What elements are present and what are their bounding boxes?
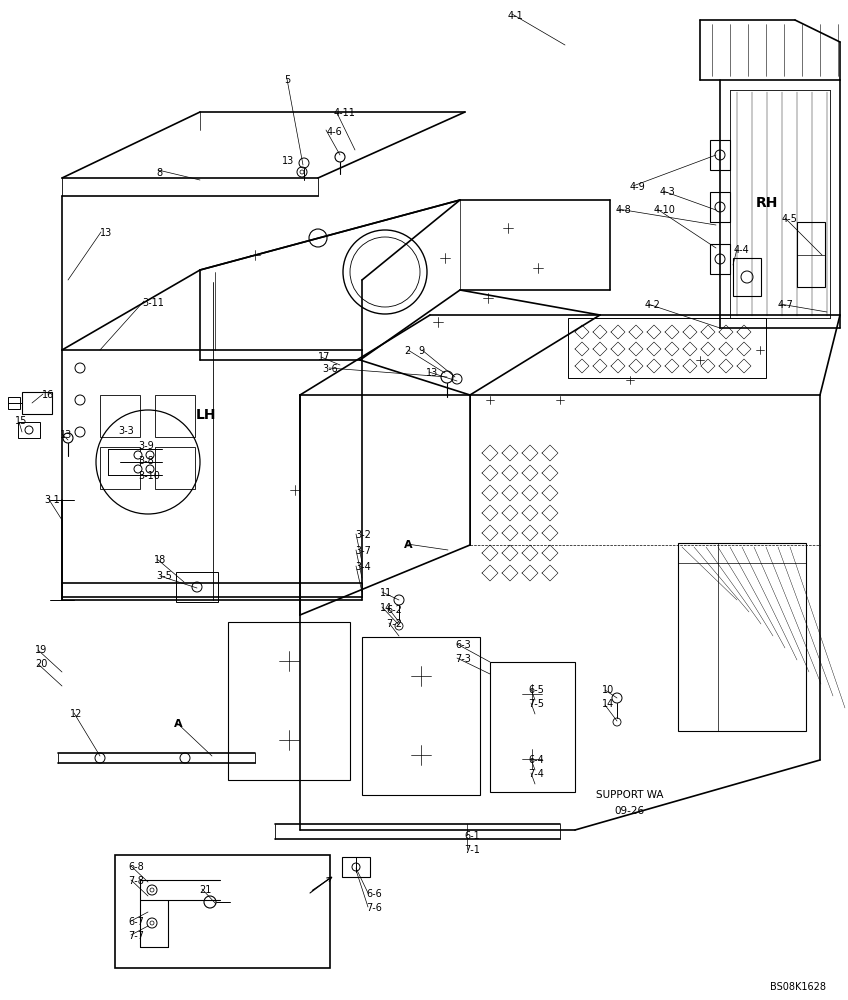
Text: 4-3: 4-3: [660, 187, 676, 197]
Bar: [155, 395, 195, 437]
Bar: [18, 422, 40, 438]
Text: 3-3: 3-3: [118, 426, 134, 436]
Text: 21: 21: [199, 885, 211, 895]
Text: 6-7: 6-7: [128, 917, 144, 927]
Bar: [568, 318, 766, 378]
Text: 4-10: 4-10: [654, 205, 676, 215]
Text: 6-2: 6-2: [386, 605, 402, 615]
Text: 6-4: 6-4: [528, 755, 544, 765]
Circle shape: [150, 888, 154, 892]
Text: 4-4: 4-4: [734, 245, 750, 255]
Bar: [710, 140, 730, 170]
Text: 3-8: 3-8: [138, 456, 153, 466]
Text: 4-11: 4-11: [334, 108, 356, 118]
Text: 3-4: 3-4: [355, 562, 371, 572]
Text: 3-5: 3-5: [156, 571, 172, 581]
Text: 13: 13: [426, 368, 438, 378]
Text: 3-2: 3-2: [355, 530, 371, 540]
Text: 4-6: 4-6: [327, 127, 343, 137]
Text: 6-5: 6-5: [528, 685, 544, 695]
Text: 2: 2: [404, 346, 410, 356]
Circle shape: [150, 921, 154, 925]
Text: 3-1: 3-1: [44, 495, 59, 505]
Text: 3-10: 3-10: [138, 471, 160, 481]
Text: 5: 5: [284, 75, 290, 85]
Text: 7-6: 7-6: [366, 903, 382, 913]
Bar: [710, 244, 730, 274]
Text: 4-1: 4-1: [508, 11, 524, 21]
Bar: [342, 857, 370, 877]
Text: 4-5: 4-5: [782, 214, 798, 224]
Text: RH: RH: [756, 196, 778, 210]
Text: 19: 19: [35, 645, 47, 655]
Text: LH: LH: [196, 408, 216, 422]
Circle shape: [134, 451, 142, 459]
Text: SUPPORT WA: SUPPORT WA: [596, 790, 663, 800]
Circle shape: [300, 170, 304, 174]
Text: A: A: [404, 540, 413, 550]
Text: 4-9: 4-9: [630, 182, 645, 192]
Bar: [176, 572, 218, 602]
Bar: [362, 637, 480, 795]
Bar: [115, 855, 330, 968]
Text: 14: 14: [380, 603, 393, 613]
Text: 7-4: 7-4: [528, 769, 544, 779]
Text: 4-2: 4-2: [645, 300, 661, 310]
Text: 3-11: 3-11: [142, 298, 164, 308]
Text: 3-6: 3-6: [322, 364, 338, 374]
Circle shape: [146, 465, 154, 473]
Text: 4-7: 4-7: [778, 300, 794, 310]
Text: 12: 12: [70, 709, 82, 719]
Text: 7-3: 7-3: [455, 654, 471, 664]
Text: 6-1: 6-1: [464, 831, 480, 841]
Bar: [678, 543, 806, 731]
Text: 9: 9: [418, 346, 424, 356]
Bar: [22, 392, 52, 414]
Text: 11: 11: [380, 588, 393, 598]
Text: 15: 15: [15, 416, 27, 426]
Bar: [155, 447, 195, 489]
Text: 16: 16: [42, 390, 54, 400]
Bar: [100, 395, 140, 437]
Text: 7-5: 7-5: [528, 699, 544, 709]
Text: 6-6: 6-6: [366, 889, 382, 899]
Bar: [228, 622, 350, 780]
Text: 6-8: 6-8: [128, 862, 144, 872]
Text: 14: 14: [602, 699, 614, 709]
Text: 13: 13: [282, 156, 294, 166]
Text: 3-9: 3-9: [138, 441, 153, 451]
Bar: [490, 662, 575, 792]
Text: 3-7: 3-7: [355, 546, 371, 556]
Text: A: A: [174, 719, 182, 729]
Text: 6-3: 6-3: [455, 640, 471, 650]
Text: BS08K1628: BS08K1628: [770, 982, 826, 992]
Bar: [710, 192, 730, 222]
Text: 4-8: 4-8: [616, 205, 632, 215]
Bar: [733, 258, 761, 296]
Bar: [797, 222, 825, 287]
Text: 09-26: 09-26: [614, 806, 644, 816]
Text: 7-7: 7-7: [128, 931, 144, 941]
Text: 7-8: 7-8: [128, 876, 144, 886]
Text: 17: 17: [318, 352, 331, 362]
Bar: [100, 447, 140, 489]
Circle shape: [146, 451, 154, 459]
Text: 10: 10: [602, 685, 614, 695]
Text: 7-1: 7-1: [464, 845, 480, 855]
Text: 20: 20: [35, 659, 47, 669]
Circle shape: [134, 465, 142, 473]
Text: 13: 13: [100, 228, 112, 238]
Text: 13: 13: [60, 430, 72, 440]
Text: 7-2: 7-2: [386, 619, 402, 629]
Text: 18: 18: [154, 555, 166, 565]
Text: 8: 8: [156, 168, 162, 178]
Bar: [8, 397, 20, 409]
